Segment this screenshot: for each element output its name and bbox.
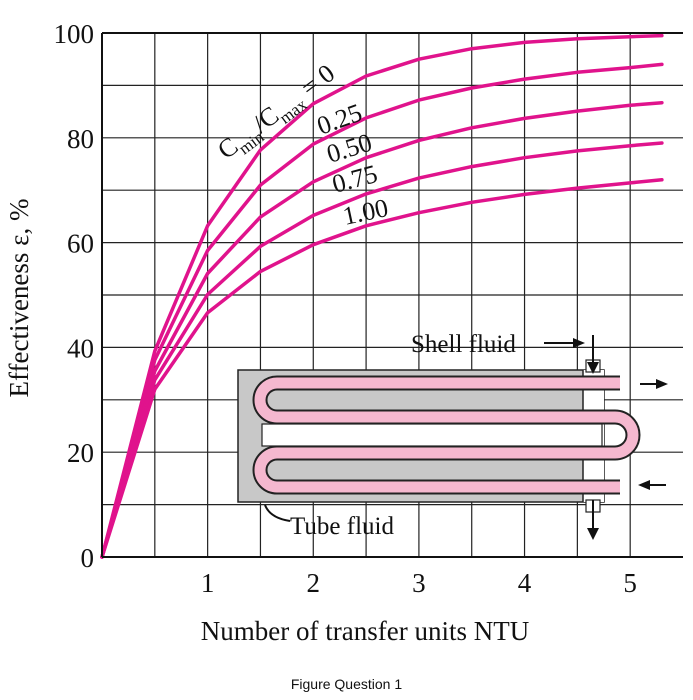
x-tick-label: 3 xyxy=(412,568,426,598)
tick-labels: 1 2 3 4 5 0 20 40 60 80 100 xyxy=(54,19,637,598)
curve-labels: Cmin/Cmax = 0 0.25 0.50 0.75 1.00 xyxy=(212,58,391,230)
tube-inlet-arrowhead xyxy=(638,480,650,490)
y-tick-label: 60 xyxy=(67,229,94,259)
shell-outlet-arrowhead xyxy=(587,528,599,540)
x-tick-label: 1 xyxy=(201,568,215,598)
shell-label-arrowhead xyxy=(573,338,585,348)
figure-caption: Figure Question 1 xyxy=(290,676,403,692)
series-line-0.25 xyxy=(100,62,664,559)
series-line-0 xyxy=(100,33,664,559)
axes xyxy=(101,32,683,558)
series-line-0.75 xyxy=(100,141,664,559)
series-line-1.00 xyxy=(100,177,664,559)
return-bend xyxy=(604,411,639,459)
x-tick-label: 5 xyxy=(623,568,637,598)
y-tick-label: 80 xyxy=(67,124,94,154)
baffle-gap xyxy=(261,423,603,447)
y-tick-label: 0 xyxy=(81,543,95,573)
x-tick-label: 4 xyxy=(518,568,532,598)
y-tick-label: 40 xyxy=(67,333,94,363)
heat-exchanger-diagram: Shell fluid Tube fluid xyxy=(237,331,668,540)
tube-label-leader xyxy=(264,504,291,522)
tube-fluid-label: Tube fluid xyxy=(290,513,394,540)
tube-lower xyxy=(254,447,620,493)
y-tick-label: 20 xyxy=(67,438,94,468)
series-line-0.50 xyxy=(100,100,664,559)
x-tick-label: 2 xyxy=(307,568,321,598)
shell-inlet-arrowhead xyxy=(587,362,599,374)
curve-label-1.00: 1.00 xyxy=(340,193,391,231)
shell-fluid-label: Shell fluid xyxy=(411,331,516,358)
tube-outlet-arrowhead xyxy=(656,379,668,389)
tube-upper xyxy=(254,377,620,423)
y-axis-title: Effectiveness ε, % xyxy=(4,198,34,397)
curves xyxy=(100,33,664,559)
y-tick-label: 100 xyxy=(54,19,95,49)
x-axis-title: Number of transfer units NTU xyxy=(201,616,529,646)
